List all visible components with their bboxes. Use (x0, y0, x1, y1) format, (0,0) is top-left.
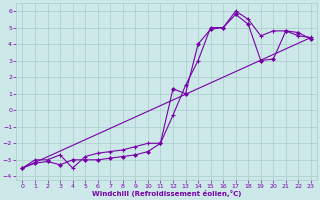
X-axis label: Windchill (Refroidissement éolien,°C): Windchill (Refroidissement éolien,°C) (92, 190, 241, 197)
